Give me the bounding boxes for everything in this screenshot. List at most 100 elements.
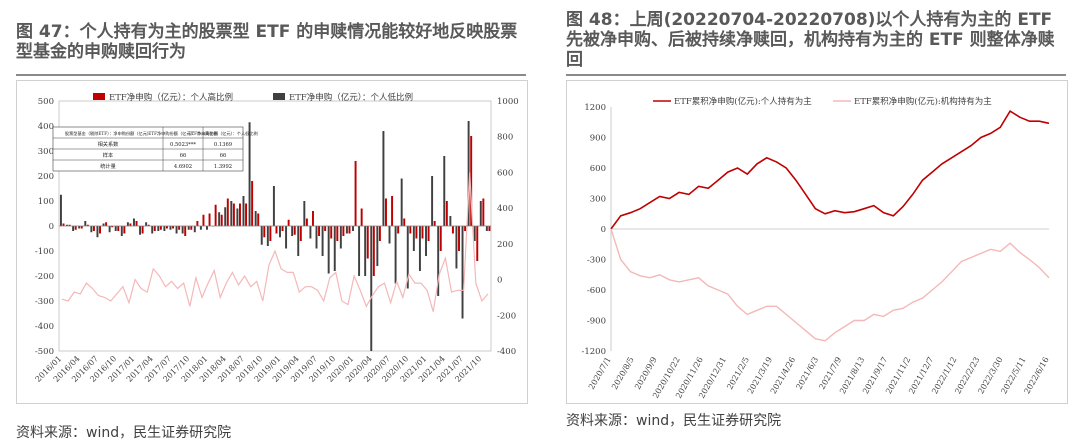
bar-high xyxy=(147,224,150,226)
bar-low xyxy=(224,207,227,226)
bar-high xyxy=(165,226,168,229)
bar-high xyxy=(305,218,308,226)
bar-low xyxy=(333,226,336,271)
bar-high xyxy=(287,219,290,226)
bar-low xyxy=(114,226,117,231)
bar-high xyxy=(232,203,235,226)
bar-high xyxy=(214,204,217,226)
inset-table-cell: 样本 xyxy=(103,151,113,159)
bar-high xyxy=(62,223,65,226)
bar-high xyxy=(257,213,260,226)
y-left-tick-label: -100 xyxy=(35,247,54,257)
y-left-tick-label: 100 xyxy=(38,197,54,207)
right-figure-title: 图 48：上周(20220704-20220708)以个人持有为主的 ETF 先… xyxy=(566,10,1055,70)
bar-high xyxy=(488,226,491,231)
y-left-tick-label: 0 xyxy=(49,222,54,232)
bar-high xyxy=(159,226,162,230)
bar-high xyxy=(397,226,400,234)
y-tick-label: -1200 xyxy=(581,347,606,357)
legend-label-low: ETF净申购（亿元）：个人低比例 xyxy=(289,92,413,103)
bar-high xyxy=(184,226,187,236)
bar-low xyxy=(279,226,281,238)
bar-high xyxy=(172,226,175,229)
bar-low xyxy=(315,226,318,249)
bar-low xyxy=(309,226,312,239)
y-left-tick-label: 200 xyxy=(38,172,54,182)
bar-low xyxy=(473,226,476,241)
x-tick-label: 2020/7/1 xyxy=(587,356,613,392)
bar-high xyxy=(476,226,479,261)
y-tick-label: 600 xyxy=(590,164,606,174)
bar-low xyxy=(394,226,397,284)
bar-high xyxy=(281,226,284,231)
bar-low xyxy=(145,222,148,226)
y-left-tick-label: -200 xyxy=(35,272,54,282)
bar-low xyxy=(163,226,166,231)
bar-low xyxy=(443,156,446,226)
bar-low xyxy=(485,226,488,231)
left-title-rule xyxy=(16,74,526,76)
y-left-tick-label: 500 xyxy=(38,97,54,107)
bar-low xyxy=(90,226,93,233)
bar-low xyxy=(358,226,361,276)
y-tick-label: 900 xyxy=(590,134,606,144)
x-tick-label: 2021/6/3 xyxy=(794,356,820,392)
bar-high xyxy=(123,226,126,234)
bar-low xyxy=(120,226,123,236)
bar-low xyxy=(382,131,385,226)
legend-label-institutional: ETF累积净申购(亿元):机构持有为主 xyxy=(854,96,992,107)
bar-high xyxy=(451,226,454,234)
y-tick-label: -600 xyxy=(587,286,606,296)
inset-table-cell: 1.3992 xyxy=(214,164,232,170)
bar-low xyxy=(449,216,452,226)
legend-label-high: ETF净申购（亿元）：个人高比例 xyxy=(109,92,233,103)
bar-low xyxy=(242,196,245,226)
bar-low xyxy=(412,226,415,251)
bar-low xyxy=(461,226,464,319)
series-line-individual xyxy=(610,109,1050,230)
inset-table-cell: 66 xyxy=(180,153,187,159)
bar-high xyxy=(360,208,363,226)
bar-high xyxy=(427,226,430,241)
bar-high xyxy=(275,226,278,234)
bar-high xyxy=(153,226,156,231)
left-chart-frame: 500 400 300 200 100 0 -100 -200 -300 -400 -500 1000… xyxy=(16,80,528,404)
bar-low xyxy=(151,226,154,234)
bar-high xyxy=(348,226,351,234)
y-tick-label: 0 xyxy=(601,225,606,235)
inset-table-cell: 相关系数 xyxy=(98,140,120,148)
inset-table-header: 股票型基金（剔除ETF）：净申购份额（亿元） xyxy=(65,130,151,137)
bar-low xyxy=(352,226,354,231)
bar-high xyxy=(245,203,248,226)
y-right-tick-label: -200 xyxy=(497,311,516,321)
bar-low xyxy=(126,222,129,226)
bar-high xyxy=(226,198,229,226)
bar-high xyxy=(135,221,138,226)
bar-high xyxy=(178,226,181,230)
bar-high xyxy=(445,201,448,226)
left-source: 资料来源：wind，民生证券研究院 xyxy=(16,425,232,441)
bar-low xyxy=(139,226,142,235)
bar-low xyxy=(303,201,306,226)
bar-low xyxy=(72,226,75,231)
bar-high xyxy=(190,226,193,230)
bar-high xyxy=(372,226,375,276)
bar-low xyxy=(370,226,373,351)
left-chart: 5004003002001000-100-200-300-400-5001000… xyxy=(34,92,519,384)
right-chart-frame: 1200 900 600 300 0 -300 -600 -900 -1200 2020/7/1 2… xyxy=(566,80,1068,404)
bar-high xyxy=(269,226,272,241)
bar-high xyxy=(378,226,381,241)
bar-high xyxy=(482,198,485,226)
bar-low xyxy=(59,194,62,226)
inset-table-cell: 66 xyxy=(220,153,227,159)
bar-high xyxy=(409,226,412,234)
bar-high xyxy=(99,226,101,234)
bar-low xyxy=(321,226,324,256)
inset-table-header: ETF净申购份额（亿元）：个人低比例 xyxy=(188,130,257,137)
bar-high xyxy=(354,161,357,226)
bar-low xyxy=(175,226,178,234)
bar-high xyxy=(312,211,314,226)
bar-low xyxy=(169,226,172,230)
bar-high xyxy=(464,226,467,231)
y-left-tick-label: -400 xyxy=(35,322,54,332)
